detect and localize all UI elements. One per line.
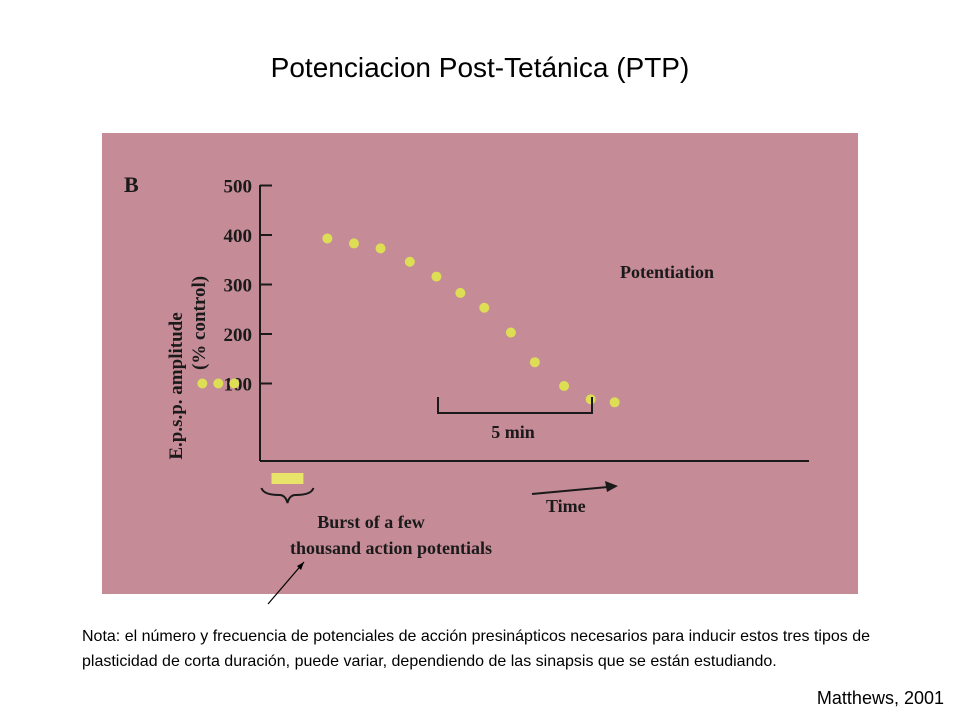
data-point-14 bbox=[609, 397, 620, 408]
y-axis-label-line2: (% control) bbox=[189, 276, 210, 370]
ptp-figure: 100200300400500 B E.p.s.p. amplitude (% … bbox=[102, 133, 858, 594]
time-arrow bbox=[531, 481, 618, 495]
burst-label-line1: Burst of a few bbox=[317, 512, 424, 532]
data-point-1 bbox=[213, 378, 224, 389]
y-axis-label-line1: E.p.s.p. amplitude bbox=[166, 312, 187, 459]
burst-bar bbox=[271, 473, 304, 484]
data-point-10 bbox=[505, 327, 516, 338]
data-point-0 bbox=[197, 378, 208, 389]
slide-title: Potenciacion Post-Tetánica (PTP) bbox=[270, 52, 690, 83]
scale-bar-bracket bbox=[437, 397, 593, 414]
time-arrow-shaft bbox=[531, 486, 609, 495]
data-point-2 bbox=[229, 378, 240, 389]
figure-label: B bbox=[124, 172, 139, 197]
data-point-7 bbox=[431, 271, 442, 282]
potentiation-annotation: Potentiation bbox=[620, 262, 714, 282]
data-point-13 bbox=[585, 394, 596, 405]
data-point-12 bbox=[559, 380, 570, 391]
data-point-5 bbox=[375, 243, 386, 254]
footnote: Nota: el número y frecuencia de potencia… bbox=[82, 628, 870, 670]
x-axis-label: Time bbox=[546, 496, 586, 516]
time-arrow-head bbox=[605, 481, 618, 492]
data-point-3 bbox=[322, 233, 333, 244]
data-point-6 bbox=[404, 256, 415, 267]
data-point-4 bbox=[348, 238, 359, 249]
data-point-11 bbox=[529, 357, 540, 368]
scale-bar bbox=[437, 397, 593, 414]
chart-axes bbox=[259, 185, 809, 462]
y-tick-label-500: 500 bbox=[224, 177, 253, 198]
y-tick-label-200: 200 bbox=[224, 325, 253, 346]
citation: Matthews, 2001 bbox=[816, 688, 944, 708]
burst-marker bbox=[260, 473, 315, 504]
scale-bar-label: 5 min bbox=[491, 422, 535, 442]
data-point-9 bbox=[479, 302, 490, 313]
y-ticks: 100200300400500 bbox=[224, 177, 272, 396]
y-tick-label-300: 300 bbox=[224, 276, 253, 297]
y-tick-label-400: 400 bbox=[224, 226, 253, 247]
burst-label-line2: thousand action potentials bbox=[290, 538, 492, 558]
data-points bbox=[197, 233, 620, 408]
data-point-8 bbox=[455, 287, 466, 298]
ptp-chart: 100200300400500 B E.p.s.p. amplitude (% … bbox=[124, 172, 809, 558]
burst-brace bbox=[260, 487, 315, 504]
